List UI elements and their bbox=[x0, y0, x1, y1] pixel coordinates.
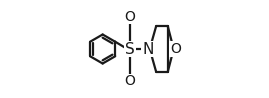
Text: N: N bbox=[142, 41, 154, 57]
Text: O: O bbox=[170, 42, 181, 56]
Text: O: O bbox=[125, 10, 136, 24]
Text: S: S bbox=[125, 41, 135, 57]
Text: O: O bbox=[125, 74, 136, 88]
